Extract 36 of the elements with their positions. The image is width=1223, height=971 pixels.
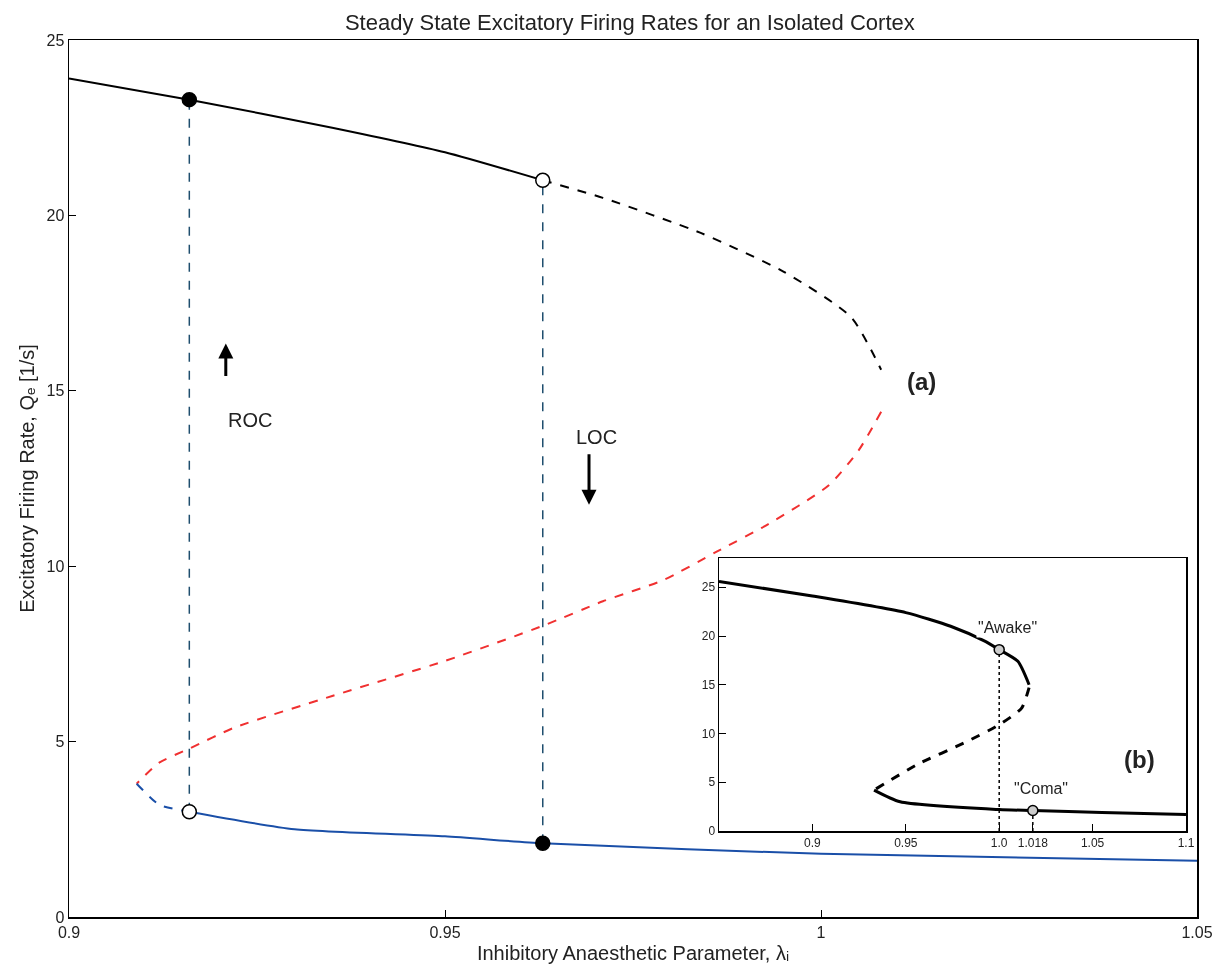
annotation: LOC: [576, 426, 618, 448]
y-tick-label: 10: [701, 726, 716, 741]
x-tick-label: 1.05: [1080, 835, 1105, 850]
y-tick-label: 10: [46, 557, 65, 575]
chart-title: Steady State Excitatory Firing Rates for an Isolated Cortex: [344, 9, 915, 35]
y-tick-label: 25: [701, 580, 716, 595]
y-tick-label: 15: [701, 677, 716, 692]
y-tick-label: 5: [55, 733, 65, 751]
x-tick-label: 1: [816, 923, 826, 941]
y-tick-label: 5: [708, 775, 716, 790]
x-tick-label: 0.9: [804, 835, 822, 850]
x-axis-title: Inhibitory Anaesthetic Parameter, λᵢ: [476, 941, 790, 964]
annotation: (a): [907, 368, 937, 395]
x-tick-label: 0.95: [429, 923, 461, 941]
x-tick-label: 0.95: [894, 835, 918, 850]
point: [181, 91, 198, 108]
point: [535, 835, 551, 852]
annotation: (b): [1124, 746, 1155, 773]
point: [535, 172, 551, 189]
x-tick-label: 1.05: [1181, 923, 1213, 941]
y-tick-label: 20: [701, 629, 716, 644]
y-tick-label: 0: [55, 908, 65, 926]
y-tick-label: 25: [46, 31, 65, 49]
x-tick-label: 1.018: [1017, 835, 1049, 850]
y-axis-title: Excitatory Firing Rate, Qₑ [1/s]: [16, 344, 39, 613]
point: [181, 804, 198, 820]
annotation: "Coma": [1014, 780, 1069, 797]
x-tick-label: 1.1: [1177, 835, 1195, 850]
y-tick-label: 0: [708, 824, 716, 839]
y-tick-label: 15: [46, 382, 65, 400]
annotation: ROC: [228, 409, 273, 431]
x-tick-label: 0.9: [57, 923, 81, 941]
line-series: [135, 410, 883, 785]
y-tick-label: 20: [46, 207, 65, 224]
annotation: "Awake": [978, 619, 1038, 636]
x-tick-label: 1.0: [990, 835, 1008, 850]
